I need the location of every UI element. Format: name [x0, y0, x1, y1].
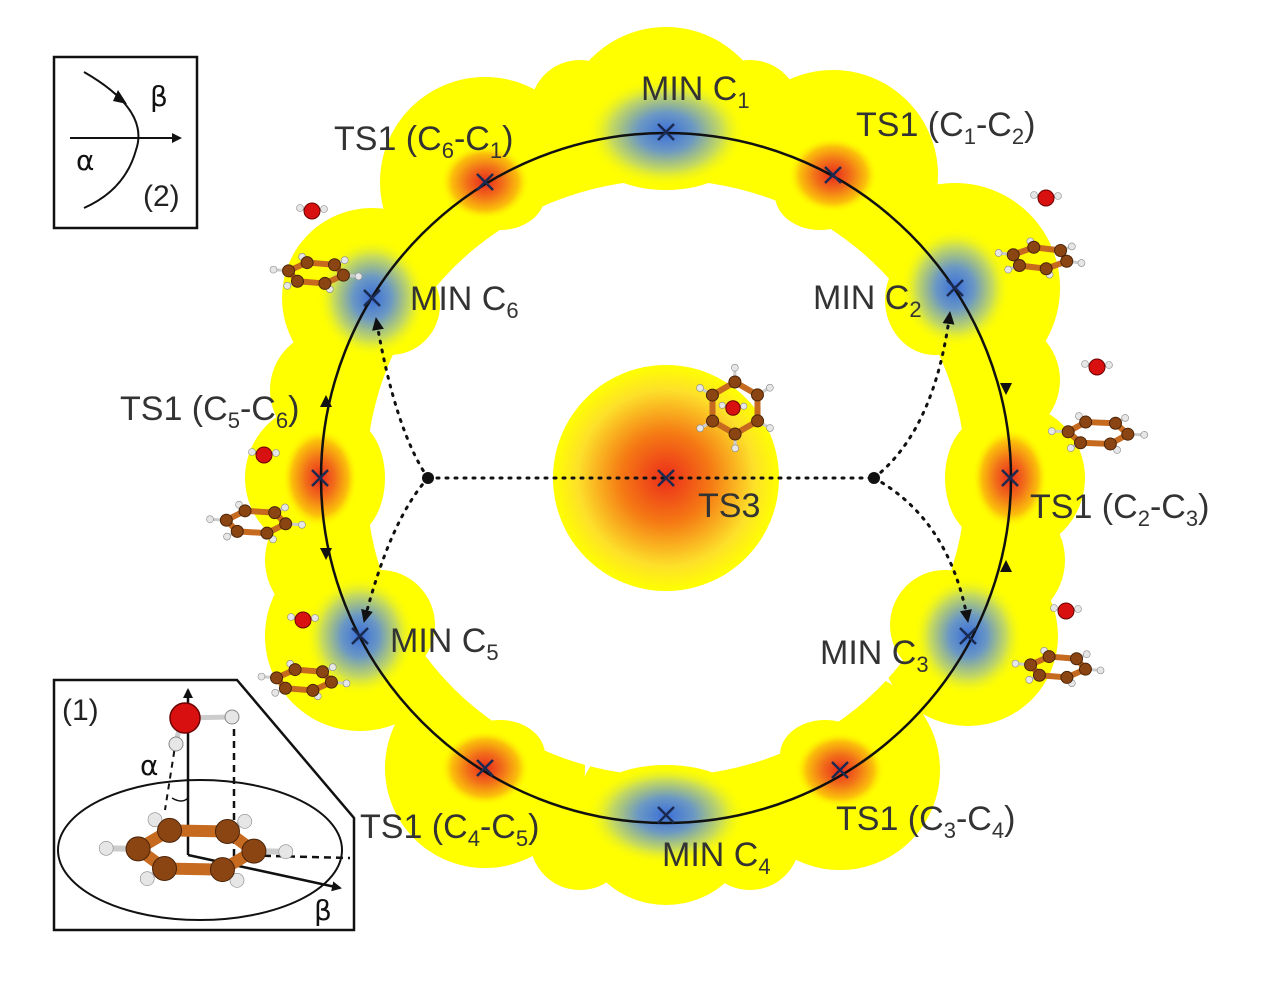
inset-2-coordinate-key: β α (2) — [52, 55, 199, 230]
label-min-c6: MIN C6 — [410, 280, 519, 323]
water-molecule — [1030, 189, 1062, 207]
benzene-molecule — [269, 253, 363, 293]
label-ts1-c6-c1: TS1 (C6-C1) — [334, 120, 513, 163]
inset-1-geometry: α β (1) — [52, 678, 356, 932]
inset1-label: (1) — [62, 694, 99, 727]
label-min-c1: MIN C1 — [641, 70, 750, 113]
inset2-label: (2) — [143, 180, 180, 213]
benzene-molecule — [257, 660, 351, 700]
inset2-alpha: α — [76, 144, 94, 177]
inset1-alpha: α — [140, 749, 158, 782]
inset2-beta: β — [150, 80, 168, 113]
label-min-c5: MIN C5 — [390, 622, 499, 665]
label-min-c2: MIN C2 — [813, 279, 922, 322]
label-ts3: TS3 — [698, 487, 760, 525]
ts3-pathways — [361, 310, 972, 624]
label-ts1-c3-c4: TS1 (C3-C4) — [836, 800, 1015, 843]
label-ts1-c5-c6: TS1 (C5-C6) — [120, 390, 299, 433]
inset1-beta: β — [314, 894, 332, 927]
water-molecule — [1081, 358, 1113, 376]
junction-left — [422, 472, 434, 484]
label-min-c3: MIN C3 — [820, 634, 929, 677]
junction-right — [868, 472, 880, 484]
water-molecule — [248, 446, 280, 464]
water-molecule — [287, 611, 319, 629]
benzene-molecule — [98, 812, 294, 888]
molecule-illustrations — [206, 189, 1149, 700]
inset1-benzene-water — [98, 702, 294, 888]
benzene-molecule — [696, 363, 774, 453]
label-ts1-c4-c5: TS1 (C4-C5) — [360, 808, 539, 851]
water-molecule — [718, 400, 748, 416]
water-molecule — [168, 702, 240, 752]
water-molecule — [296, 202, 328, 220]
label-min-c4: MIN C4 — [662, 836, 771, 879]
stationary-point-markers — [311, 123, 1019, 824]
label-ts1-c2-c3: TS1 (C2-C3) — [1030, 488, 1209, 531]
label-ts1-c1-c2: TS1 (C1-C2) — [856, 106, 1035, 149]
benzene-molecule — [206, 500, 306, 544]
water-molecule — [1050, 602, 1082, 620]
benzene-molecule — [1011, 647, 1105, 687]
benzene-molecule — [1047, 412, 1149, 454]
benzene-molecule — [994, 237, 1086, 279]
path-direction-arrows — [320, 383, 1012, 572]
